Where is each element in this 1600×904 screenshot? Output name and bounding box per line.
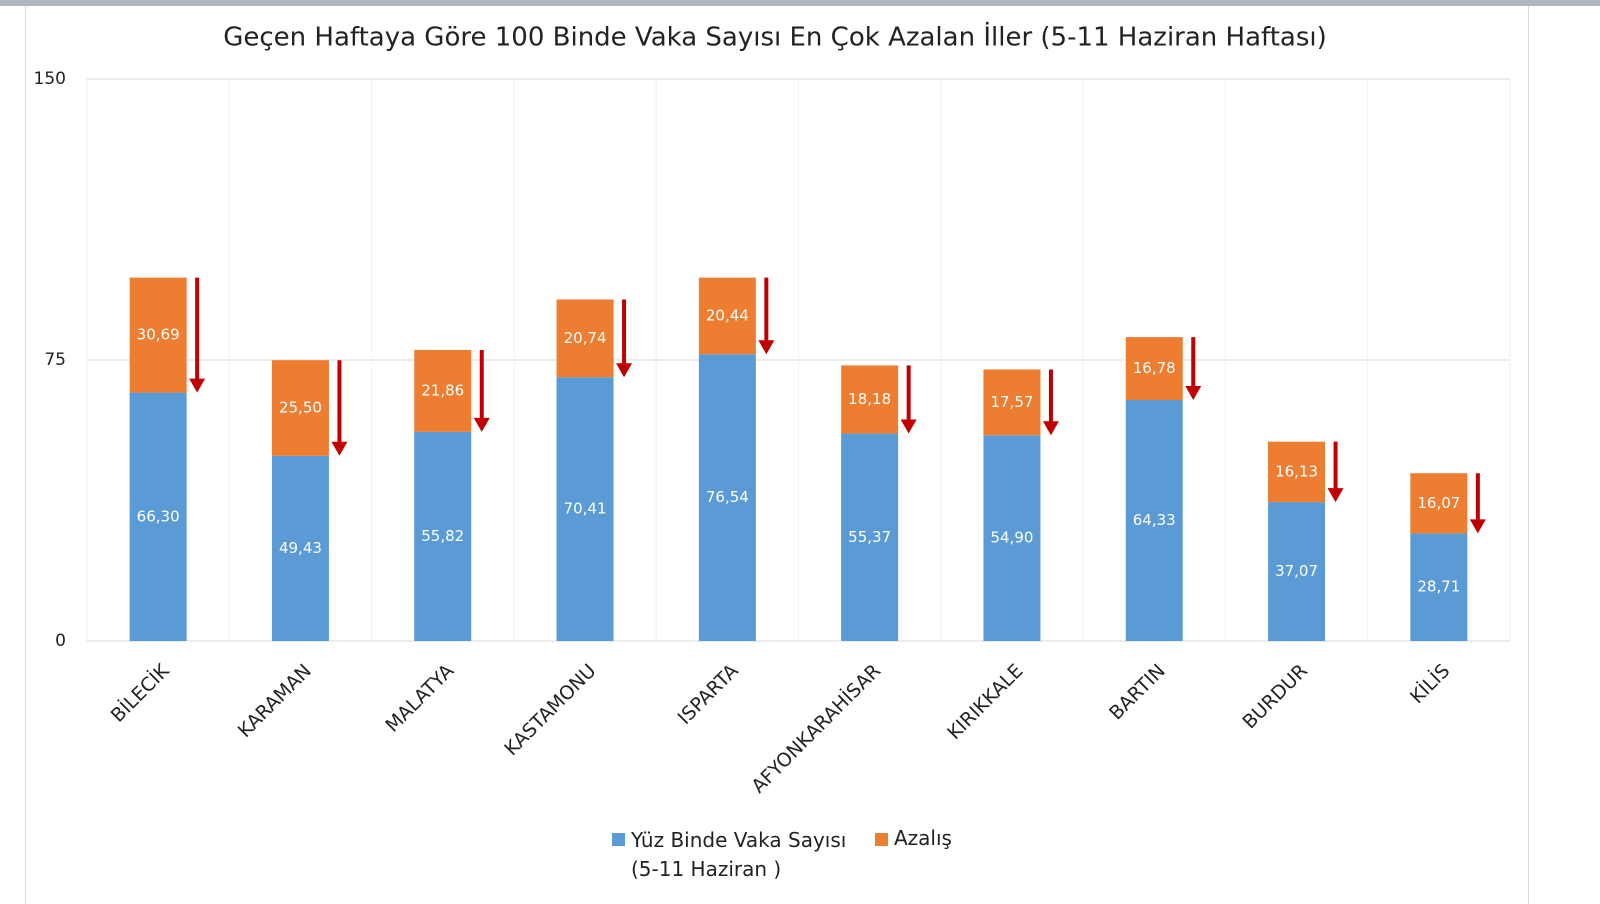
arrow-head: [1327, 488, 1344, 503]
chart-panel: [25, 6, 1529, 904]
decrease-arrow: [331, 360, 348, 456]
bar-segment: [698, 277, 756, 355]
arrow-head: [758, 340, 775, 355]
decrease-arrow: [758, 277, 775, 355]
y-tick-label: 75: [44, 350, 66, 370]
legend-swatch: [612, 833, 625, 846]
x-tick-label: BARTIN: [1105, 660, 1170, 725]
legend-swatch: [875, 833, 888, 846]
bar-segment: [1268, 441, 1326, 503]
data-label: 54,90: [990, 529, 1033, 547]
bar-segment: [414, 431, 472, 641]
decrease-arrow: [1185, 337, 1202, 400]
arrow-head: [331, 441, 348, 456]
decrease-arrow: [1327, 441, 1344, 503]
bar-segment: [841, 433, 899, 641]
x-tick-label: KARAMAN: [234, 660, 316, 742]
bar-segment: [698, 354, 756, 641]
x-tick-label: KASTAMONU: [500, 660, 600, 760]
arrow-head: [189, 378, 206, 393]
x-tick-label: BURDUR: [1239, 660, 1312, 733]
data-label: 55,82: [421, 527, 464, 545]
x-tick-label: KIRIKKALE: [943, 660, 1027, 744]
data-label: 16,78: [1133, 359, 1176, 377]
bar-segment: [983, 435, 1041, 641]
legend: Yüz Binde Vaka Sayısı (5-11 Haziran ) Aza…: [612, 826, 952, 884]
data-label: 21,86: [421, 381, 464, 399]
arrow-head: [1185, 385, 1202, 400]
data-label: 66,30: [137, 507, 180, 525]
bar-segment: [841, 365, 899, 434]
legend-item: Azalış: [875, 826, 952, 884]
legend-item: Yüz Binde Vaka Sayısı (5-11 Haziran ): [612, 826, 853, 884]
x-tick-label: BİLECİK: [106, 659, 174, 727]
data-label: 28,71: [1417, 578, 1460, 596]
x-tick-label: AFYONKARAHİSAR: [747, 659, 885, 797]
arrow-head: [1042, 421, 1059, 436]
data-label: 76,54: [706, 488, 749, 506]
data-label: 55,37: [848, 528, 891, 546]
bar-segment: [1125, 337, 1183, 400]
data-label: 20,74: [564, 329, 607, 347]
decrease-arrow: [1042, 369, 1059, 436]
decrease-arrow: [900, 365, 917, 434]
data-label: 25,50: [279, 399, 322, 417]
arrow-head: [616, 363, 633, 378]
bar-segment: [271, 455, 329, 641]
data-label: 37,07: [1275, 562, 1318, 580]
data-label: 70,41: [564, 500, 607, 518]
decrease-arrow: [473, 349, 490, 432]
bar-segment: [1268, 502, 1326, 641]
bar-segment: [414, 349, 472, 432]
bar-segment: [271, 360, 329, 456]
arrow-head: [473, 417, 490, 432]
data-label: 20,44: [706, 306, 749, 324]
bar-segment: [556, 377, 614, 641]
bar-segment: [1125, 399, 1183, 641]
bar-segment: [1410, 533, 1468, 641]
legend-label: Azalış: [894, 826, 952, 850]
y-tick-label: 0: [55, 631, 66, 651]
bar-segment: [129, 392, 187, 641]
data-label: 49,43: [279, 539, 322, 557]
y-tick-label: 150: [34, 69, 66, 89]
data-label: 16,07: [1417, 494, 1460, 512]
data-label: 30,69: [137, 326, 180, 344]
data-label: 16,13: [1275, 462, 1318, 480]
x-tick-label: KİLİS: [1405, 659, 1454, 708]
arrow-head: [1469, 519, 1486, 534]
decrease-arrow: [1469, 473, 1486, 534]
top-bar: [0, 0, 1600, 6]
legend-label: Yüz Binde Vaka Sayısı (5-11 Haziran ): [631, 828, 847, 881]
data-label: 18,18: [848, 390, 891, 408]
chart-title: Geçen Haftaya Göre 100 Binde Vaka Sayısı…: [223, 21, 1327, 53]
data-label: 17,57: [990, 393, 1033, 411]
bar-segment: [1410, 473, 1468, 534]
x-tick-label: ISPARTA: [674, 660, 743, 729]
bar-segment: [129, 277, 187, 393]
x-tick-label: MALATYA: [381, 660, 458, 737]
decrease-arrow: [189, 277, 206, 393]
bar-segment: [983, 369, 1041, 436]
data-label: 64,33: [1133, 511, 1176, 529]
bar-segment: [556, 299, 614, 378]
arrow-head: [900, 419, 917, 434]
decrease-arrow: [616, 299, 633, 378]
